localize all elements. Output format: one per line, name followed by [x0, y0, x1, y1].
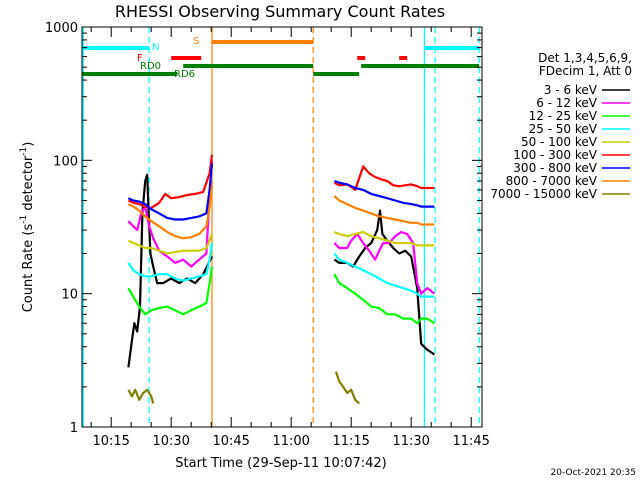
legend-label-5: 100 - 300 keV: [513, 148, 597, 162]
legend-label-8: 7000 - 15000 keV: [490, 187, 597, 201]
x-tick-label-45: 10:45: [212, 434, 249, 449]
legend-label-7: 800 - 7000 keV: [506, 174, 598, 188]
legend-label-1: 6 - 12 keV: [536, 96, 598, 110]
y-axis-label-sup2: -1: [19, 147, 29, 156]
series-line-5-seg-0: [127, 154, 214, 209]
legend-label-2: 12 - 25 keV: [529, 109, 598, 123]
footer-stamp: 20-Oct-2021 20:35: [551, 468, 636, 478]
y-tick-label-1: 1: [70, 421, 78, 436]
series-line-3-seg-1: [333, 252, 435, 298]
flag-label-f: F: [137, 53, 143, 64]
y-axis-label-sup1: -1: [19, 215, 29, 224]
series-line-7-seg-1: [333, 195, 435, 226]
legend-label-4: 50 - 100 keV: [521, 135, 598, 149]
series-line-2-seg-0: [127, 266, 214, 316]
x-tick-label-15: 10:15: [92, 434, 129, 449]
y-tick-label-100: 100: [53, 154, 78, 169]
flag-label-s: S: [193, 36, 199, 47]
legend-label-0: 3 - 6 keV: [544, 83, 598, 97]
series-line-2-seg-1: [333, 273, 435, 325]
series-line-3-seg-0: [127, 242, 214, 282]
x-axis: 10:15 10:30 10:45 11:00 11:15 11:30 11:45: [90, 27, 490, 449]
legend-label-3: 25 - 50 keV: [529, 122, 598, 136]
flag-label-n: N: [152, 42, 159, 53]
legend-label-6: 300 - 800 keV: [513, 161, 597, 175]
series-line-8-seg-1: [334, 371, 360, 405]
legend-header-0: Det 1,3,4,5,6,9,: [538, 51, 632, 65]
legend: Det 1,3,4,5,6,9,FDecim 1, Att 0 3 - 6 keV…: [490, 51, 632, 201]
legend-header-1: FDecim 1, Att 0: [539, 64, 632, 78]
x-tick-label-30: 10:30: [152, 434, 189, 449]
series-line-1-seg-0: [127, 160, 214, 268]
series-line-6-seg-0: [127, 163, 214, 221]
y-axis-label: Count Rate (s-1 detector-1): [19, 142, 36, 313]
x-axis-label: Start Time (29-Sep-11 10:07:42): [175, 456, 386, 471]
y-axis-label-end: ): [21, 142, 36, 147]
y-tick-label-10: 10: [61, 288, 78, 303]
x-tick-label-90: 11:30: [392, 434, 429, 449]
series-line-4-seg-0: [127, 233, 214, 255]
x-tick-label-60: 11:00: [272, 434, 309, 449]
y-axis-label-main: Count Rate (s: [21, 224, 36, 313]
y-axis: 1 10 100 1000: [45, 21, 482, 436]
series-line-7-seg-0: [127, 185, 214, 240]
flag-label-rd6: RD6: [174, 69, 195, 80]
chart-title: RHESSI Observing Summary Count Rates: [115, 2, 445, 21]
series-line-5-seg-1: [333, 165, 435, 191]
series-line-4-seg-1: [333, 230, 435, 247]
series-line-0-seg-0: [127, 173, 213, 368]
series-line-8-seg-0: [127, 388, 155, 404]
x-tick-label-105: 11:45: [452, 434, 489, 449]
x-tick-label-75: 11:15: [332, 434, 369, 449]
y-axis-label-mid: detector: [21, 155, 36, 215]
plot-frame: [81, 26, 483, 428]
series-line-1-seg-1: [333, 230, 436, 295]
y-tick-label-1000: 1000: [45, 21, 78, 36]
flag-label-rd0: RD0: [140, 61, 161, 72]
series-line-6-seg-1: [334, 179, 435, 208]
